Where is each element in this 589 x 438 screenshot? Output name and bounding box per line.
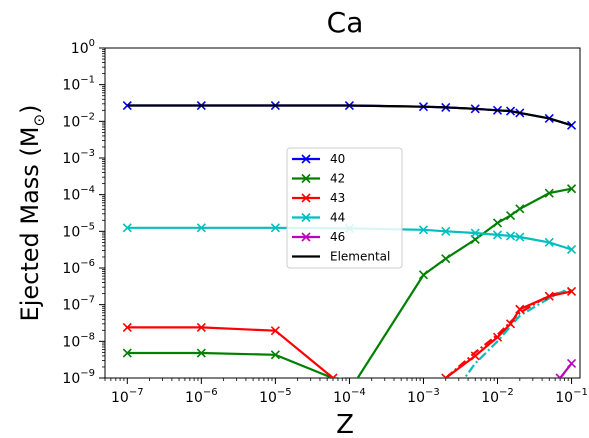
data-point-44: [566, 244, 577, 255]
legend-label: 42: [330, 172, 345, 186]
data-point-43: [122, 322, 132, 332]
y-tick-label: 10−2: [62, 111, 95, 130]
data-point-42: [515, 204, 525, 214]
series-line-43: [127, 290, 572, 378]
legend-item-46: 46: [292, 230, 345, 244]
data-point-44: [441, 226, 451, 236]
legend-marker: [301, 154, 311, 164]
y-axis-label-text: Ejected Mass (M: [16, 127, 44, 322]
data-point-42: [505, 210, 516, 221]
y-tick-label: 10−8: [62, 331, 95, 350]
x-tick-label: 10−5: [259, 387, 292, 406]
legend-label: 44: [330, 211, 345, 225]
y-tick-label: 10−6: [62, 258, 95, 277]
series-line-44: [127, 226, 572, 251]
x-tick-label: 10−1: [555, 387, 588, 406]
data-point-44: [544, 237, 554, 247]
legend-item-43: 43: [292, 191, 345, 205]
data-point-44: [515, 232, 525, 242]
data-point-43: [328, 373, 338, 378]
y-tick-label: 10−3: [62, 148, 95, 167]
data-point-46: [555, 373, 565, 378]
series-layer: [122, 100, 577, 378]
legend: 40 42 43 44 46 Elemental: [286, 147, 403, 269]
legend-label: Elemental: [330, 250, 390, 264]
data-point-40: [122, 100, 132, 111]
x-tick-label: 10−7: [111, 387, 144, 406]
legend-item-elemental: Elemental: [292, 250, 390, 264]
legend-item-40: 40: [292, 152, 345, 166]
y-tick-label: 10−4: [62, 185, 95, 204]
y-tick-label: 10−7: [62, 295, 95, 314]
x-tick-label: 10−2: [481, 387, 514, 406]
series-elemental: [127, 104, 572, 127]
legend-marker: [301, 193, 311, 203]
chart-title: Ca: [327, 6, 364, 39]
data-point-44: [196, 223, 206, 233]
data-point-42: [492, 218, 503, 228]
legend-label: 43: [330, 191, 345, 205]
legend-marker: [301, 212, 311, 223]
x-axis-label: Z: [336, 410, 354, 438]
legend-item-44: 44: [292, 211, 345, 225]
series-42: [122, 184, 577, 378]
data-point-44: [505, 231, 516, 241]
y-axis-label-symbol: ⊙: [30, 114, 48, 127]
legend-label: 40: [330, 152, 345, 166]
series-44: [122, 223, 577, 255]
x-axis-ticks: 10−7 10−6 10−5 10−4 10−3 10−2 10−1: [104, 378, 588, 406]
x-tick-label: 10−3: [407, 387, 440, 406]
data-point-43: [566, 286, 577, 296]
y-axis-ticks: 100 10−1 10−2 10−3 10−4 10−5 10−6 10−7 10−8 10−9: [62, 38, 105, 387]
x-tick-label: 10−6: [185, 387, 218, 406]
y-axis-label: Ejected Mass (M⊙): [16, 105, 48, 322]
series-line-42: [127, 187, 572, 378]
data-point-42: [544, 188, 554, 198]
data-point-44: [470, 228, 480, 238]
legend-label: 46: [330, 230, 345, 244]
data-point-42: [196, 348, 206, 358]
data-point-44: [122, 223, 132, 233]
data-point-43: [196, 322, 206, 332]
data-point-43: [505, 319, 516, 329]
series-46: [555, 358, 577, 378]
legend-marker: [301, 232, 311, 242]
legend-item-42: 42: [292, 172, 345, 186]
data-point-43: [441, 373, 451, 378]
legend-marker: [301, 173, 311, 184]
y-tick-label: 10−9: [62, 368, 95, 387]
data-point-42: [566, 184, 577, 194]
series-line-elemental: [127, 104, 572, 127]
y-tick-label: 100: [71, 38, 95, 57]
data-point-43: [515, 304, 525, 314]
svg-text:Ejected Mass (M⊙): Ejected Mass (M⊙): [16, 105, 48, 322]
data-point-43: [544, 291, 554, 301]
data-point-44: [418, 225, 429, 235]
data-point-42: [441, 254, 451, 264]
data-point-42: [418, 270, 429, 280]
data-point-46: [566, 358, 577, 368]
series-43: [122, 286, 577, 378]
data-point-44: [270, 223, 280, 233]
data-point-43: [470, 351, 480, 361]
data-point-43: [270, 326, 280, 336]
y-tick-label: 10−5: [62, 221, 95, 240]
data-point-42: [122, 348, 132, 358]
data-point-42: [270, 350, 280, 360]
y-axis-label-close: ): [16, 105, 44, 114]
y-tick-label: 10−1: [62, 75, 95, 94]
x-tick-label: 10−4: [333, 387, 366, 406]
data-point-44: [492, 230, 503, 240]
data-point-43: [492, 332, 503, 342]
